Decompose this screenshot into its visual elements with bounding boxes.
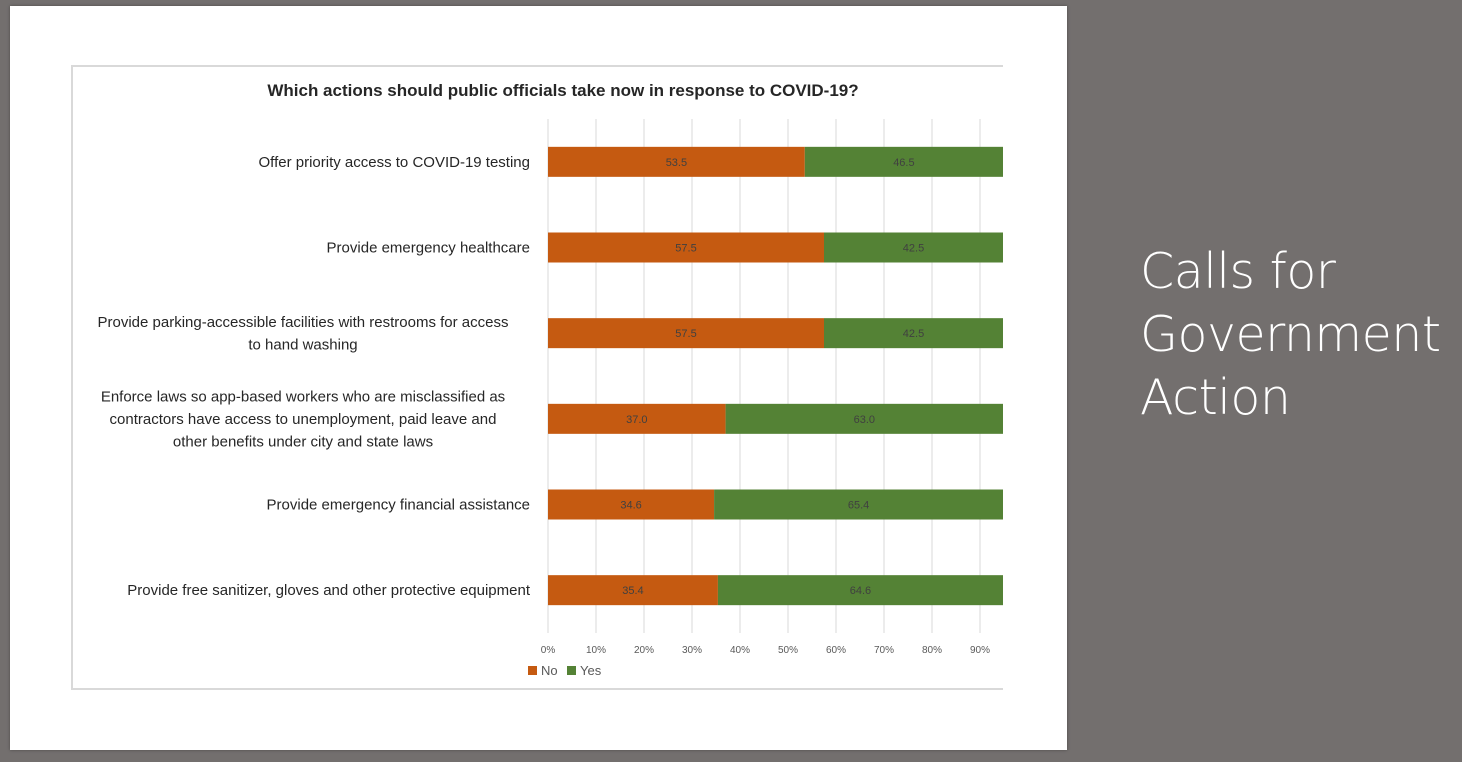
bar-yes	[824, 318, 1003, 349]
data-label-yes: 63.0	[854, 414, 875, 426]
bar-yes	[717, 575, 1003, 606]
data-label-no: 35.4	[622, 585, 643, 597]
category-label: Provide emergency financial assistance	[267, 497, 530, 514]
chart-title: Which actions should public officials ta…	[267, 81, 858, 100]
data-label-no: 37.0	[626, 414, 647, 426]
bar-no	[548, 318, 824, 349]
x-tick-label: 10%	[586, 645, 606, 656]
data-label-no: 57.5	[675, 243, 696, 255]
data-label-no: 57.5	[675, 328, 696, 340]
x-tick-label: 70%	[874, 645, 894, 656]
bar-no	[548, 489, 715, 520]
legend: No Yes	[528, 663, 602, 678]
category-label: other benefits under city and state laws	[173, 433, 433, 450]
slide-title: Calls for Government Action	[1140, 243, 1441, 426]
stacked-bar-chart: Which actions should public officials ta…	[98, 81, 1003, 678]
x-tick-label: 20%	[634, 645, 654, 656]
category-label: contractors have access to unemployment,…	[110, 411, 497, 428]
legend-label-yes: Yes	[580, 663, 602, 678]
legend-label-no: No	[541, 663, 558, 678]
bar-yes	[824, 232, 1003, 263]
chart-frame: Which actions should public officials ta…	[71, 65, 1003, 690]
data-label-yes: 42.5	[903, 328, 924, 340]
data-label-yes: 64.6	[850, 585, 871, 597]
data-label-no: 34.6	[620, 500, 641, 512]
bar-yes	[804, 146, 1003, 177]
category-label: Offer priority access to COVID-19 testin…	[259, 154, 531, 171]
legend-swatch-no	[528, 666, 537, 675]
x-tick-label: 90%	[970, 645, 990, 656]
x-tick-label: 50%	[778, 645, 798, 656]
category-label: Provide emergency healthcare	[327, 240, 530, 257]
data-label-yes: 65.4	[848, 500, 869, 512]
category-label: Enforce laws so app-based workers who ar…	[101, 388, 505, 405]
category-label: Provide free sanitizer, gloves and other…	[127, 582, 531, 599]
slide-panel: Which actions should public officials ta…	[10, 6, 1067, 750]
bar-yes	[714, 489, 1003, 520]
x-tick-label: 60%	[826, 645, 846, 656]
bar-no	[548, 232, 824, 263]
x-tick-label: 40%	[730, 645, 750, 656]
legend-swatch-yes	[567, 666, 576, 675]
x-axis-ticks: 0% 10% 20% 30% 40% 50% 60% 70% 80% 90%	[541, 645, 990, 656]
bar-no	[548, 146, 805, 177]
category-label: to hand washing	[248, 336, 357, 353]
bar-yes	[725, 403, 1003, 434]
x-tick-label: 30%	[682, 645, 702, 656]
category-labels: Offer priority access to COVID-19 testin…	[98, 154, 531, 599]
data-label-yes: 46.5	[893, 157, 914, 169]
bar-no	[548, 403, 726, 434]
x-tick-label: 0%	[541, 645, 556, 656]
category-label: Provide parking-accessible facilities wi…	[98, 314, 509, 331]
data-label-yes: 42.5	[903, 243, 924, 255]
bars: 53.5 46.5 57.5 42.5 57.5 42.5 37.0 63.0 34.6 65.4…	[548, 146, 1003, 606]
x-tick-label: 80%	[922, 645, 942, 656]
data-label-no: 53.5	[666, 157, 687, 169]
bar-no	[548, 575, 718, 606]
gridlines	[547, 119, 981, 633]
